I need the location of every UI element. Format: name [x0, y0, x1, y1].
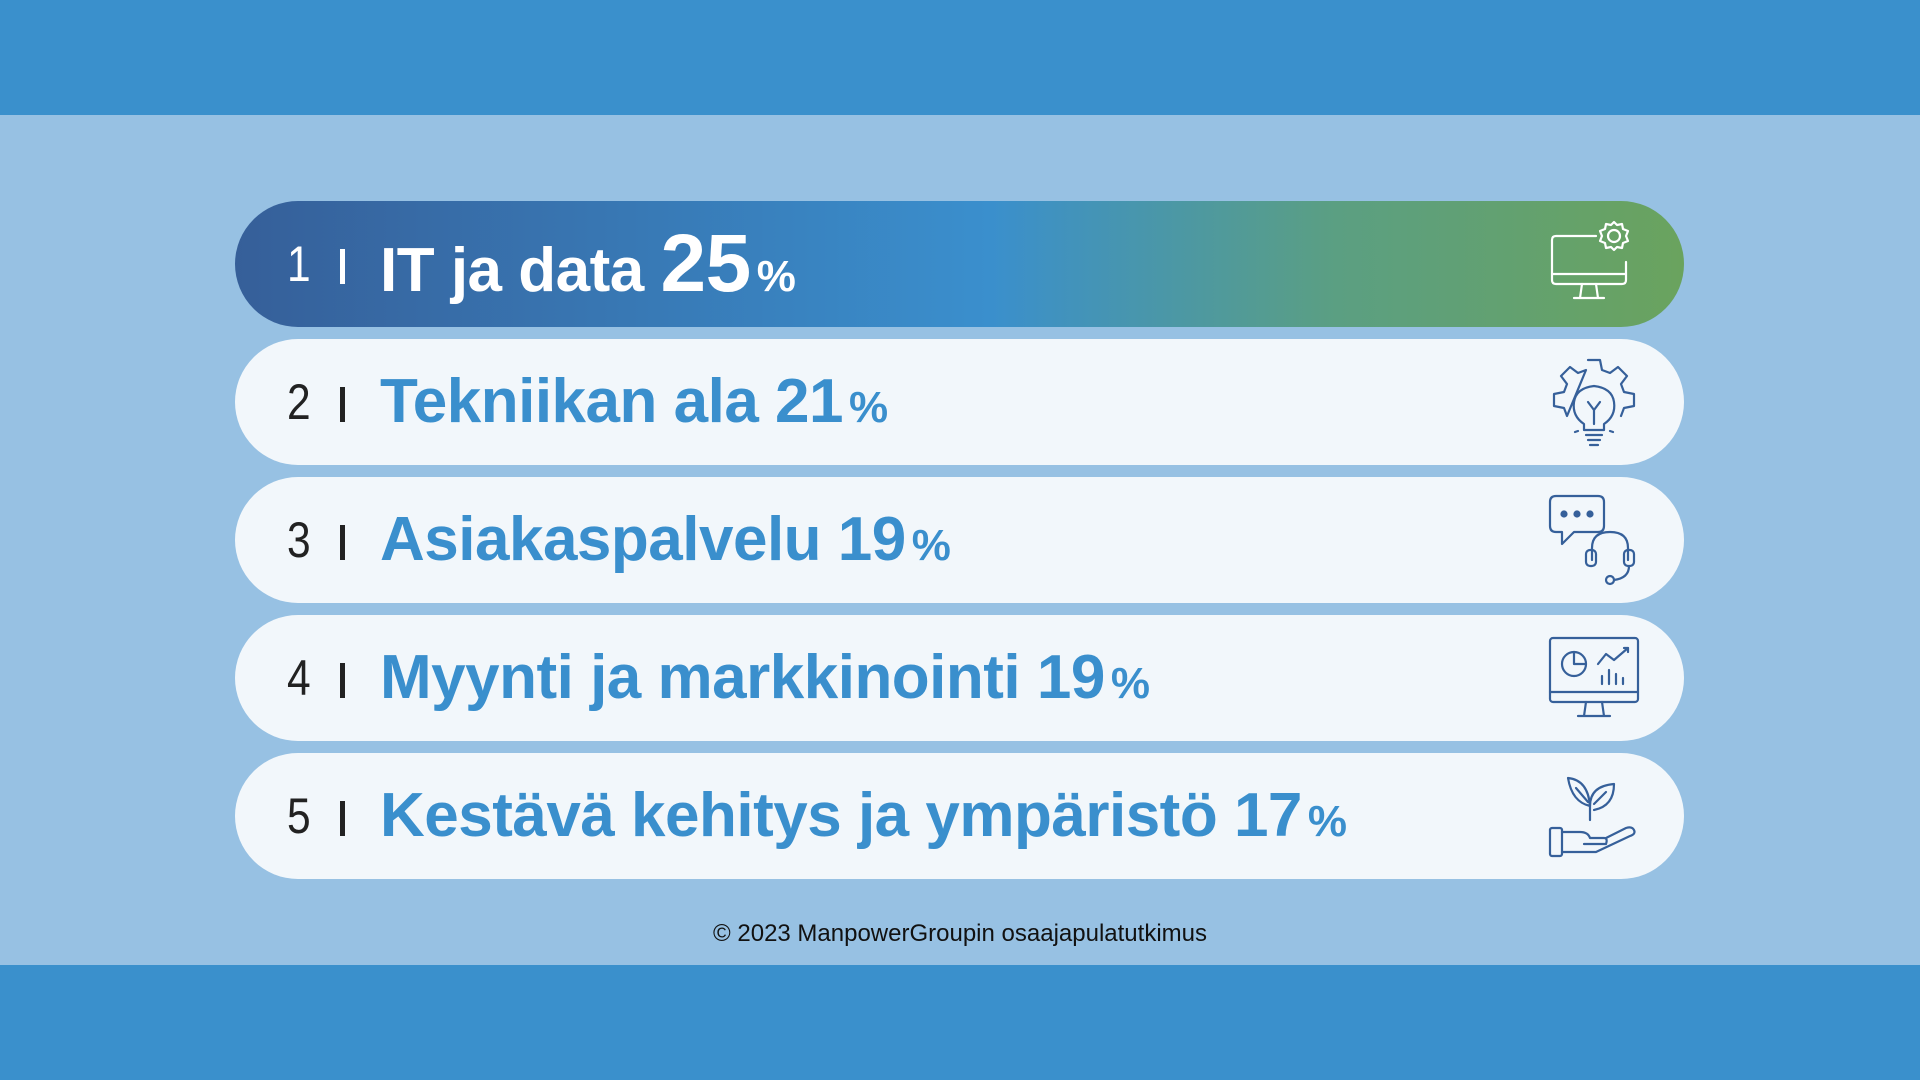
ranking-row-1: 1 IT ja data 25%: [235, 201, 1684, 327]
rank-separator: [340, 249, 345, 284]
percentage-value: 25: [660, 218, 751, 309]
category-name: Kestävä kehitys ja ympäristö: [380, 781, 1218, 850]
chat-headset-icon: [1544, 490, 1644, 590]
ranking-row-3: 3 Asiakaspalvelu 19%: [235, 477, 1684, 603]
category-name: IT ja data: [380, 236, 644, 305]
hand-plant-icon: [1544, 766, 1644, 866]
ranking-row-4: 4 Myynti ja markkinointi 19%: [235, 615, 1684, 741]
percent-unit: %: [1110, 659, 1150, 708]
rank-separator: [340, 525, 345, 560]
copyright-caption: © 2023 ManpowerGroupin osaajapulatutkimu…: [713, 920, 1207, 947]
top-band: [0, 0, 1920, 115]
rank-separator: [340, 801, 345, 836]
percent-unit: %: [849, 383, 888, 432]
ranking-row-2: 2 Tekniikan ala 21%: [235, 339, 1684, 465]
ranking-row-5: 5 Kestävä kehitys ja ympäristö 17%: [235, 753, 1684, 879]
rank-separator: [340, 387, 345, 422]
gear-lightbulb-icon: [1544, 352, 1644, 452]
category-name: Asiakaspalvelu: [380, 505, 822, 574]
percent-unit: %: [911, 521, 951, 570]
row-label: Myynti ja markkinointi 19%: [380, 615, 1150, 741]
rank-number: 2: [287, 374, 311, 430]
bottom-band: [0, 965, 1920, 1080]
rank-separator: [340, 663, 345, 698]
percent-unit: %: [1307, 797, 1347, 846]
row-label: IT ja data 25%: [380, 201, 796, 327]
percentage-value: 19: [1036, 643, 1105, 712]
row-label: Kestävä kehitys ja ympäristö 17%: [380, 753, 1347, 879]
ranking-list: 1 IT ja data 25% 2 Tekniikan ala 21%: [235, 201, 1684, 891]
rank-number: 5: [287, 788, 311, 844]
rank-number: 4: [287, 650, 311, 706]
monitor-analytics-icon: [1544, 628, 1644, 728]
category-name: Myynti ja markkinointi: [380, 643, 1021, 712]
row-label: Tekniikan ala 21%: [380, 339, 888, 465]
category-name: Tekniikan ala: [380, 367, 759, 436]
percent-unit: %: [756, 252, 796, 301]
row-label: Asiakaspalvelu 19%: [380, 477, 951, 603]
percentage-value: 21: [775, 367, 844, 436]
percentage-value: 17: [1233, 781, 1302, 850]
rank-number: 3: [287, 512, 311, 568]
percentage-value: 19: [837, 505, 906, 574]
rank-number: 1: [287, 236, 311, 292]
computer-gear-icon: [1544, 214, 1644, 314]
